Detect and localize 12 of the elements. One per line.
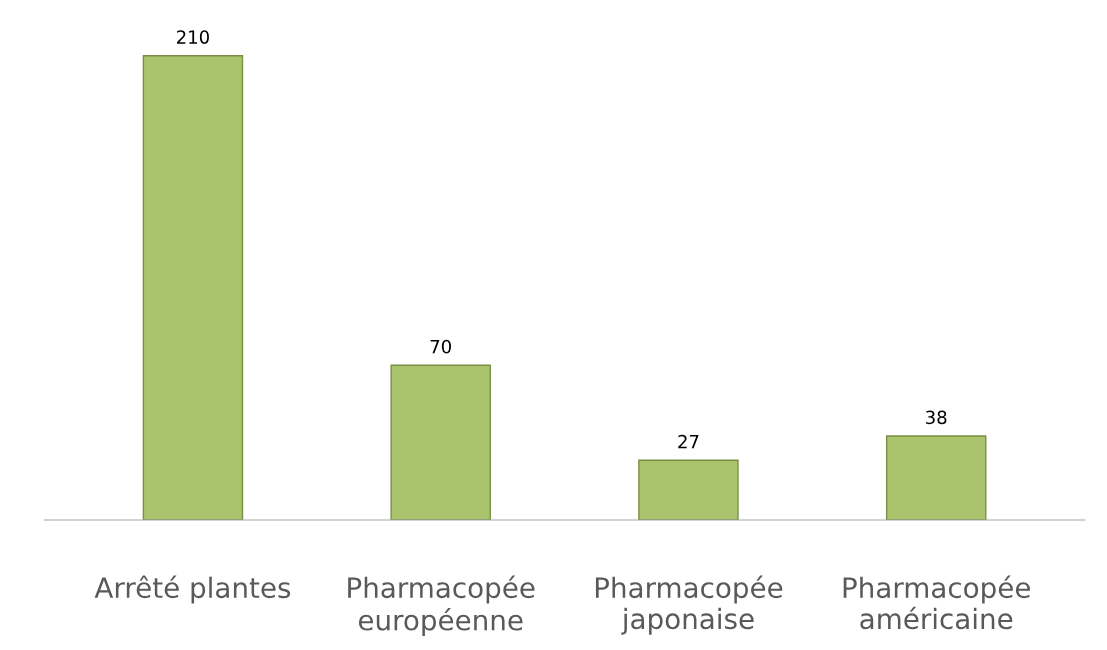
x-tick-label: Pharmacopée européenne [348,575,535,636]
x-tick-label: Arrêté plantes [94,575,291,604]
bar [885,435,987,520]
data-label: 27 [678,434,699,449]
x-tick-label: Pharmacopée américaine [843,575,1030,630]
bar [638,459,739,520]
x-tick-label: Pharmacopée japonaise [595,575,783,635]
bar [390,364,491,520]
bar [142,55,244,520]
data-label: 210 [177,30,209,44]
data-label: 70 [430,339,451,354]
data-label: 38 [926,410,947,425]
